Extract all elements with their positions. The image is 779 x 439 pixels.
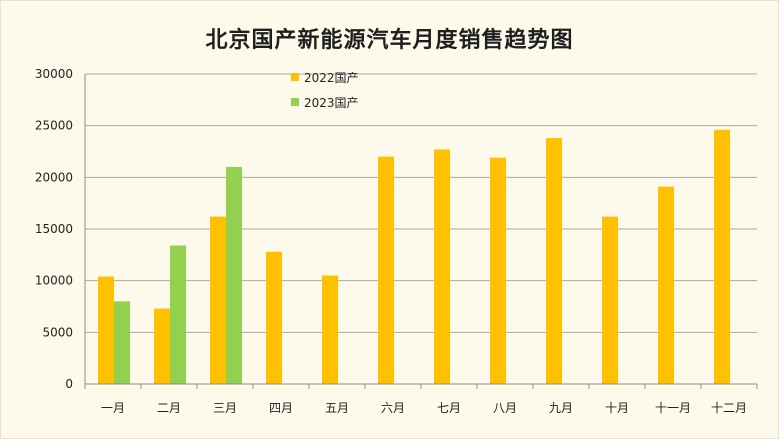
x-tick-label: 十月: [605, 401, 629, 415]
x-tick-label: 十二月: [711, 401, 747, 415]
y-tick-label: 25000: [35, 119, 73, 133]
chart-title: 北京国产新能源汽车月度销售趋势图: [205, 28, 574, 53]
y-tick-label: 15000: [35, 222, 73, 236]
bars: [98, 129, 730, 384]
x-tick-label: 七月: [437, 401, 461, 415]
bar-2-1: [114, 301, 130, 384]
legend-swatch: [291, 98, 299, 106]
bar-1-10: [602, 216, 618, 384]
x-tick-label: 四月: [269, 401, 293, 415]
x-tick-labels: 一月 二月 三月 四月 五月 六月 七月 八月 九月 十月 十一月 十二月: [101, 401, 747, 415]
y-tick-label: 30000: [35, 67, 73, 81]
bar-1-8: [490, 157, 506, 384]
x-tick-label: 八月: [493, 401, 517, 415]
bar-2-2: [170, 245, 186, 384]
x-tick-label: 二月: [157, 401, 181, 415]
x-tick-label: 九月: [549, 401, 573, 415]
legend: 2022国产 2023国产: [291, 71, 359, 110]
bar-1-4: [266, 251, 282, 384]
y-tick-labels: 0 5000 10000 15000 20000 25000 30000: [35, 67, 73, 391]
gridlines: [85, 73, 757, 333]
bar-1-3: [210, 216, 226, 384]
bar-1-6: [378, 156, 394, 384]
bar-1-5: [322, 275, 338, 384]
x-tick-label: 一月: [101, 401, 125, 415]
legend-label: 2023国产: [304, 96, 359, 110]
bar-1-11: [658, 186, 674, 384]
x-tick-label: 六月: [381, 401, 405, 415]
legend-swatch: [291, 73, 299, 81]
bar-1-7: [434, 149, 450, 384]
y-tick-label: 5000: [42, 325, 73, 339]
x-tick-label: 十一月: [655, 401, 691, 415]
x-tick-label: 五月: [325, 401, 349, 415]
bar-2-3: [226, 167, 242, 384]
bar-1-9: [546, 138, 562, 384]
axes: [84, 74, 758, 389]
legend-label: 2022国产: [304, 71, 359, 85]
bar-1-1: [98, 276, 114, 384]
x-tick-label: 三月: [213, 401, 237, 415]
bar-1-12: [714, 129, 730, 384]
y-tick-label: 10000: [35, 274, 73, 288]
y-tick-label: 0: [65, 377, 73, 391]
y-tick-label: 20000: [35, 170, 73, 184]
bar-1-2: [154, 308, 170, 384]
